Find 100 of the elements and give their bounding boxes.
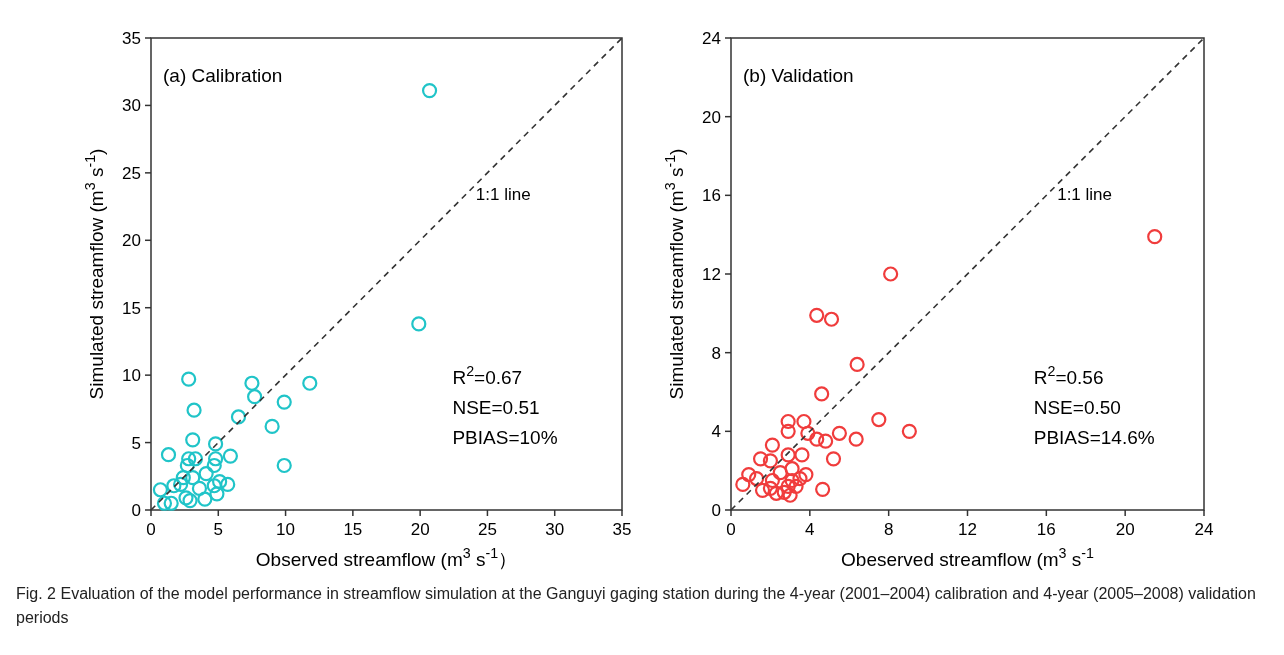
- y-tick-label: 4: [711, 422, 721, 442]
- x-tick-label: 0: [726, 520, 736, 539]
- y-tick-label: 15: [122, 298, 141, 318]
- point: [796, 413, 812, 430]
- y-tick-label: 35: [122, 29, 141, 48]
- point: [191, 480, 208, 497]
- x-tick-label: 5: [213, 520, 224, 539]
- point: [780, 413, 796, 430]
- point: [244, 375, 260, 391]
- point: [411, 316, 427, 332]
- x-tick-label: 35: [612, 520, 632, 539]
- point: [179, 457, 195, 474]
- point: [848, 431, 864, 447]
- point: [780, 423, 796, 439]
- point: [752, 451, 769, 467]
- x-tick-label: 16: [1036, 520, 1056, 539]
- series-label: 1:1 line: [1057, 185, 1113, 205]
- caption: Fig. 2 Evaluation of the model performance in streamflow simulation at the Ganguyi gaging station during the 4-year (2001–2004) calibration and 4-year (2005–2008) validation periods: [15, 584, 1257, 628]
- point: [276, 394, 292, 410]
- point: [302, 375, 318, 391]
- point: [185, 470, 201, 486]
- point: [809, 307, 825, 323]
- point: [788, 478, 804, 494]
- point: [764, 437, 780, 453]
- point: [780, 447, 796, 463]
- point: [187, 451, 204, 467]
- point: [247, 389, 263, 405]
- point: [754, 482, 771, 498]
- y-tick-label: 0: [711, 501, 721, 520]
- y-tick-label: 5: [131, 433, 141, 453]
- annotation: PBIAS=14.6%: [1033, 427, 1155, 448]
- x-tick-label: 10: [276, 520, 296, 539]
- x-axis-title: Obeserved streamflow (m$^{3}$ s$^{-1}$: [841, 545, 1095, 570]
- point: [264, 418, 280, 434]
- point: [901, 423, 917, 439]
- x-tick-label: 20: [1115, 520, 1135, 539]
- annotation: PBIAS=10%: [452, 427, 558, 448]
- point: [206, 478, 222, 494]
- point: [220, 476, 236, 492]
- point: [175, 470, 191, 486]
- point: [871, 411, 887, 428]
- x-tick-label: 4: [805, 520, 815, 539]
- y-tick-label: 8: [711, 343, 721, 363]
- x-tick-label: 25: [477, 520, 497, 539]
- point: [206, 457, 222, 474]
- y-tick-label: 0: [131, 501, 141, 520]
- point: [823, 311, 840, 327]
- point: [794, 447, 810, 463]
- annotation: NSE=0.51: [452, 397, 540, 418]
- x-tick-label: 0: [146, 520, 156, 539]
- point: [749, 470, 765, 487]
- point: [197, 491, 213, 507]
- point: [764, 472, 780, 489]
- point: [152, 482, 169, 498]
- y-tick-label: 24: [702, 29, 721, 48]
- point: [185, 432, 201, 448]
- series-label: 1:1 line: [475, 185, 531, 205]
- x-tick-label: 20: [410, 520, 430, 539]
- point: [276, 457, 292, 474]
- x-tick-label: 30: [545, 520, 565, 539]
- annotation: (b) Validation: [743, 65, 854, 86]
- point: [230, 409, 247, 425]
- point: [186, 402, 202, 418]
- x-tick-label: 8: [883, 520, 894, 539]
- x-tick-label: 15: [343, 520, 363, 539]
- annotation: NSE=0.50: [1033, 397, 1121, 418]
- point: [166, 478, 182, 494]
- y-tick-label: 25: [122, 163, 141, 183]
- point: [209, 486, 225, 502]
- point: [784, 461, 800, 477]
- point: [1147, 229, 1163, 245]
- annotation: (a) Calibration: [163, 65, 283, 86]
- y-tick-label: 10: [122, 366, 141, 386]
- point: [198, 465, 214, 482]
- point: [776, 484, 792, 500]
- y-tick-label: 20: [122, 231, 141, 251]
- point: [825, 451, 842, 467]
- point: [741, 467, 757, 483]
- y-tick-label: 16: [702, 186, 721, 206]
- point: [814, 386, 830, 402]
- y-tick-label: 12: [702, 265, 721, 284]
- point: [792, 470, 808, 487]
- point: [798, 467, 814, 483]
- y-tick-label: 30: [122, 96, 141, 116]
- point: [212, 474, 228, 490]
- point: [222, 448, 238, 464]
- point: [181, 371, 197, 387]
- point: [809, 431, 825, 447]
- x-tick-label: 12: [958, 520, 977, 539]
- point: [762, 480, 779, 496]
- point: [181, 451, 197, 467]
- point: [735, 476, 751, 493]
- point: [163, 495, 179, 511]
- point: [768, 485, 784, 501]
- point: [800, 425, 816, 441]
- point: [782, 487, 798, 503]
- x-axis-title: Observed streamflow (m$^{3}$ s$^{-1}$）: [255, 545, 518, 570]
- annotation: R$^{2}$=0.67: [452, 363, 523, 388]
- y-tick-label: 20: [702, 107, 721, 127]
- point: [182, 492, 198, 509]
